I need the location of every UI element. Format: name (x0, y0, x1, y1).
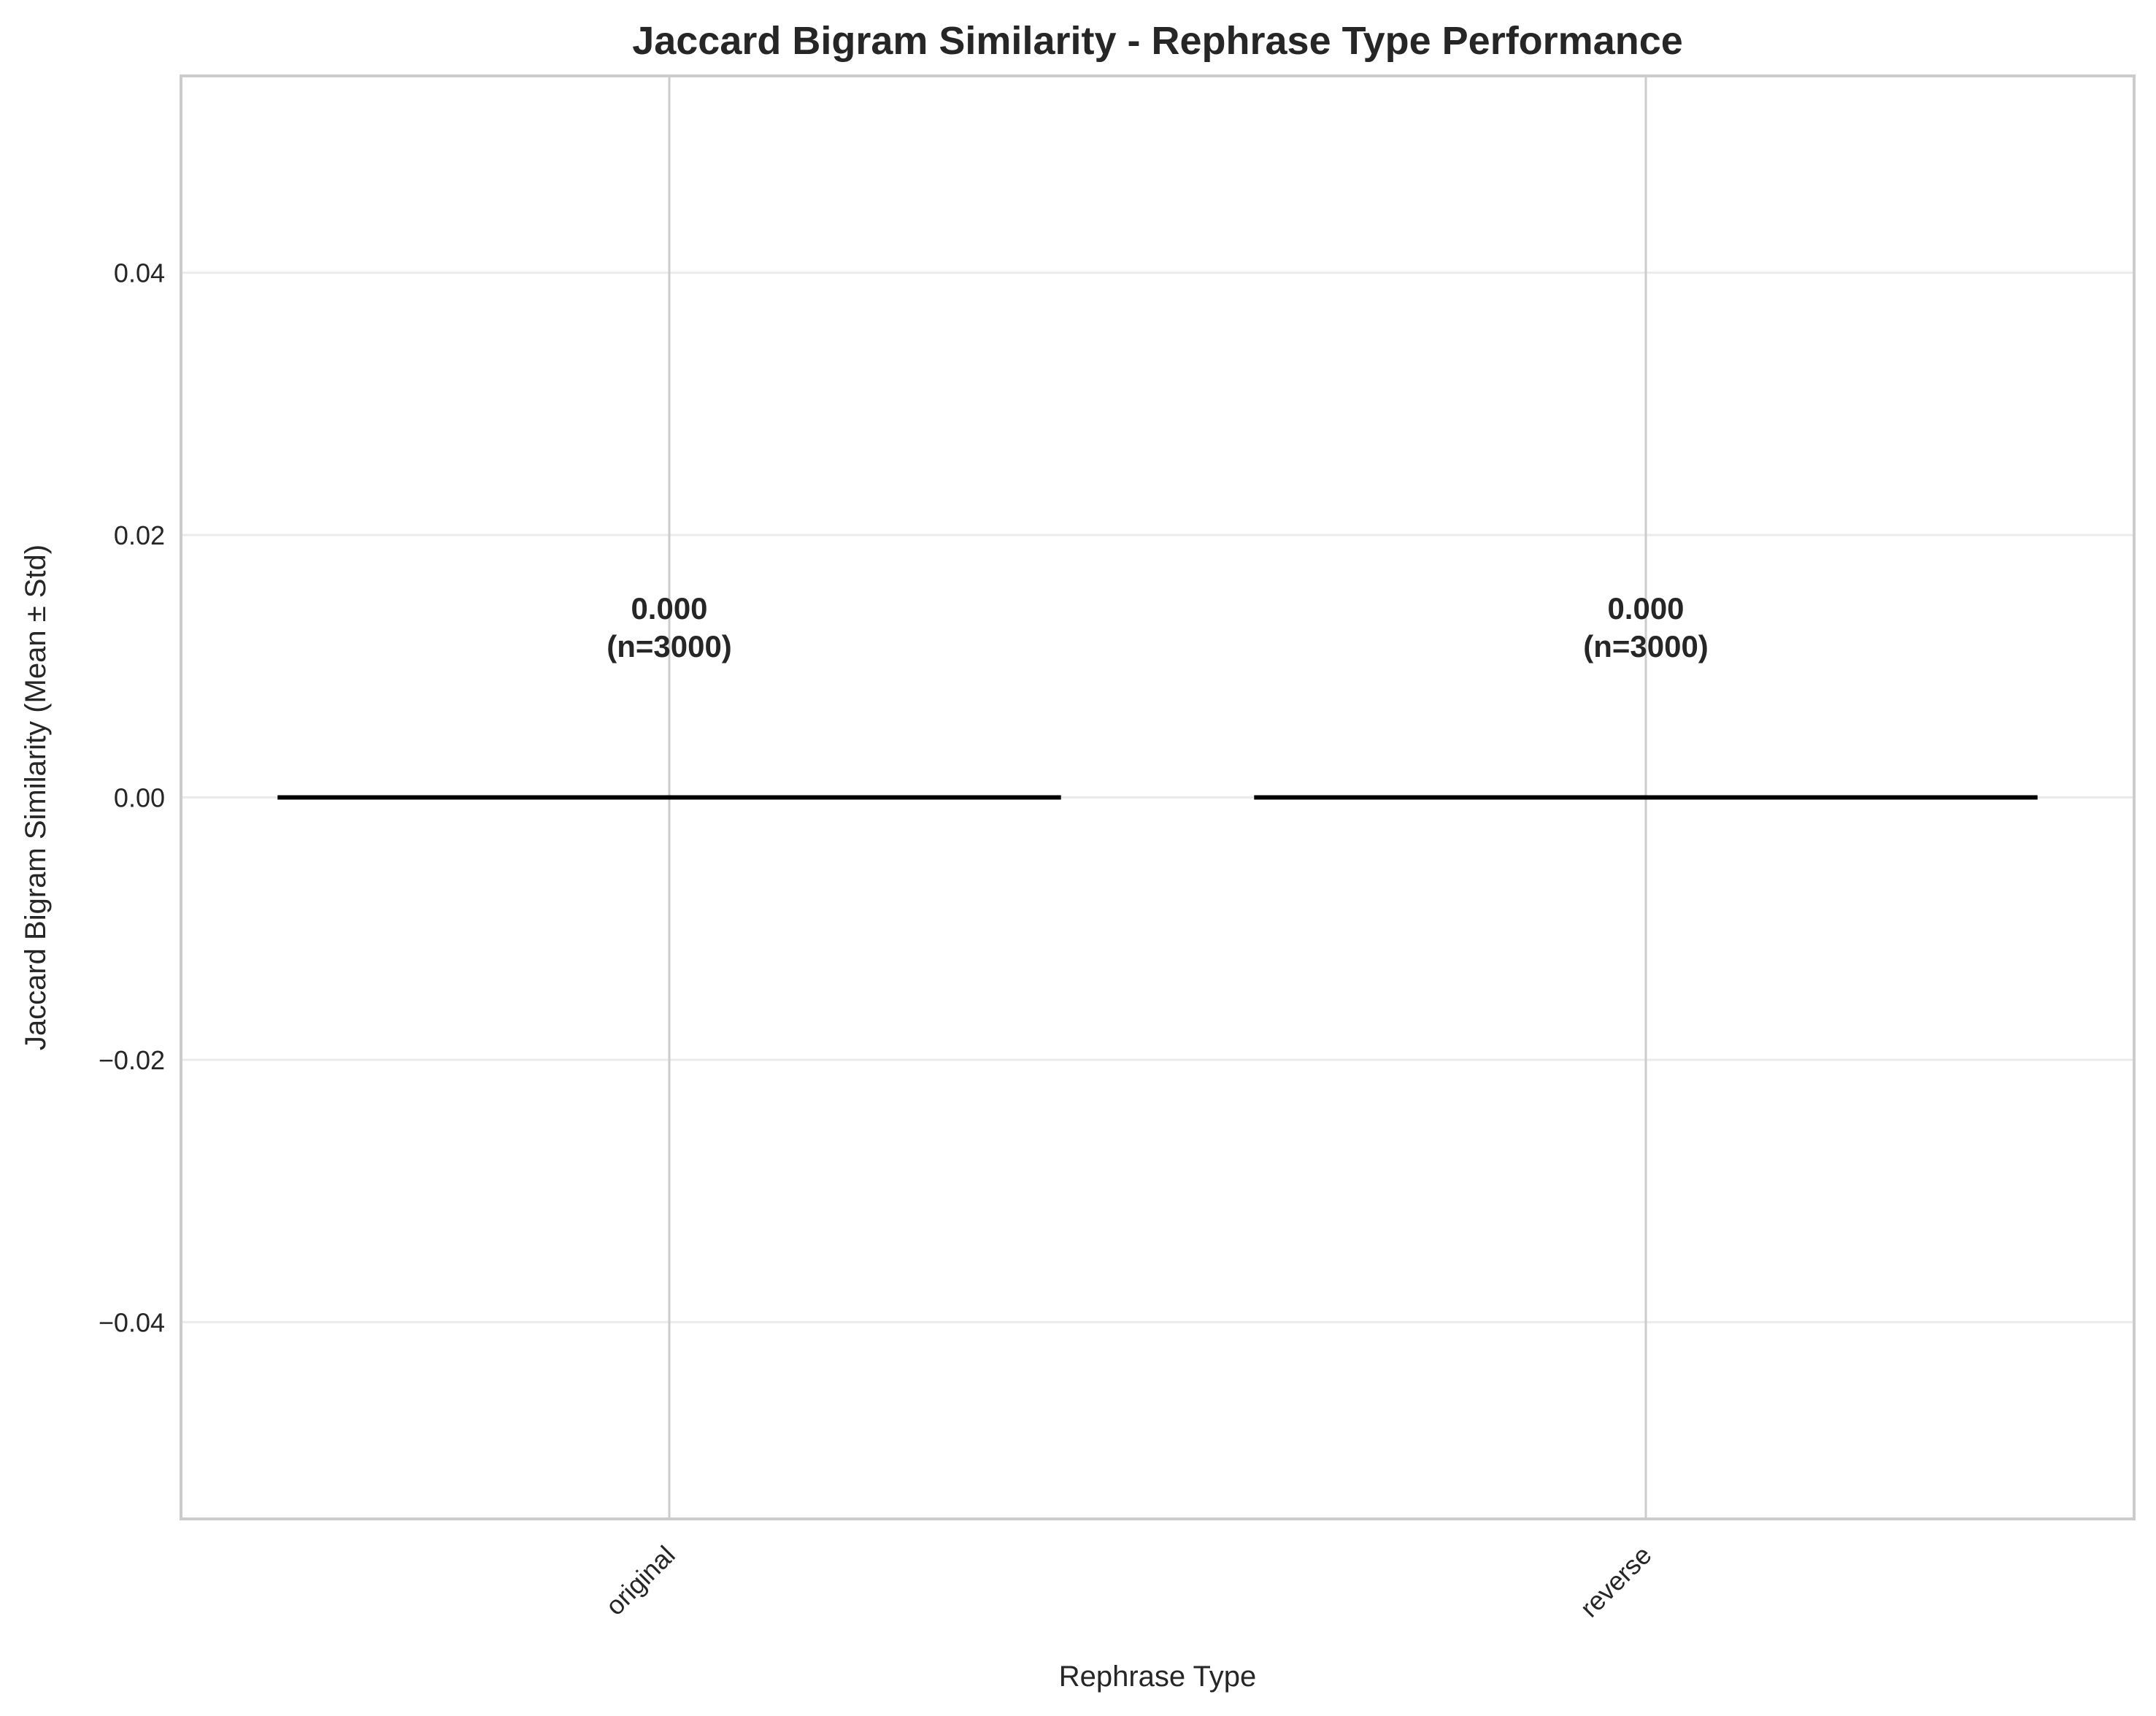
data-label-value: 0.000 (631, 591, 707, 626)
x-axis-label: Rephrase Type (1059, 1661, 1257, 1693)
data-labels: 0.000(n=3000)0.000(n=3000) (607, 591, 1709, 663)
y-tick-label: 0.04 (114, 258, 165, 288)
bars (277, 795, 2038, 800)
data-label-n: (n=3000) (607, 629, 732, 663)
data-label-value: 0.000 (1607, 591, 1684, 626)
data-label-n: (n=3000) (1583, 629, 1709, 663)
y-axis-label: Jaccard Bigram Similarity (Mean ± Std) (20, 545, 52, 1050)
chart-title: Jaccard Bigram Similarity - Rephrase Typ… (632, 19, 1683, 63)
y-tick-labels: −0.04 −0.02 0.00 0.02 0.04 (99, 258, 165, 1338)
plot-frame (180, 74, 2136, 1520)
y-tick-label: 0.00 (114, 783, 165, 813)
y-tick-label: 0.02 (114, 520, 165, 550)
y-tick-label: −0.04 (99, 1307, 165, 1337)
y-tick-label: −0.02 (99, 1045, 165, 1075)
